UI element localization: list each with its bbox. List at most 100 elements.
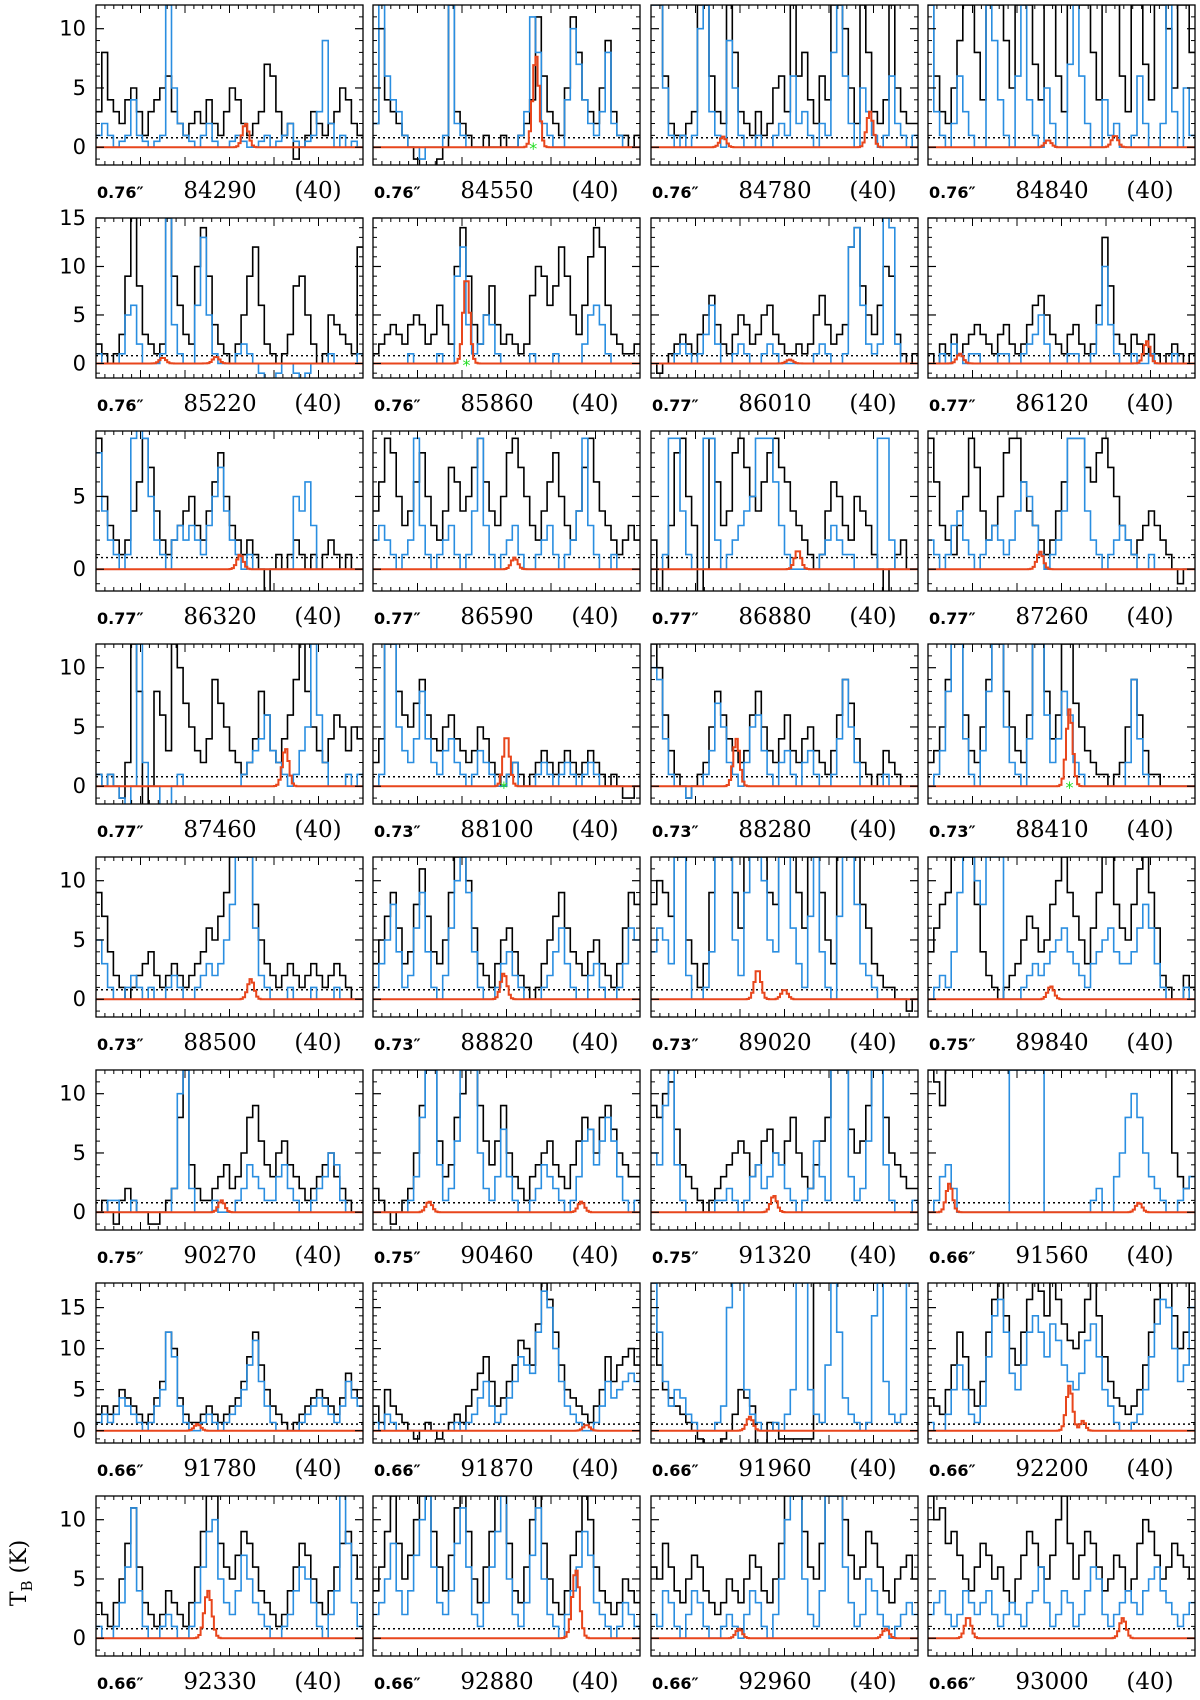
- species-model-spectrum: [651, 737, 918, 788]
- spectrum-panel: 0 5 10 15 0.66″ 91780 (40): [59, 1282, 364, 1482]
- species-model-spectrum: [928, 550, 1195, 571]
- spectrum-panel: 0 5 10 0.66″ 92330 (40): [59, 1495, 364, 1695]
- y-tick-label: 5: [73, 928, 86, 952]
- observed-spectrum: [373, 1283, 640, 1440]
- spectrum-panel: 0.76″ 84780 (40): [650, 4, 919, 204]
- beam-size-label: 0.73″: [929, 822, 976, 841]
- frequency-label: 87260: [1015, 604, 1088, 630]
- channel-width-label: (40): [294, 1456, 341, 1482]
- channel-width-label: (40): [294, 1243, 341, 1269]
- species-model-spectrum: [96, 1199, 363, 1214]
- y-tick-label: 0: [73, 351, 86, 375]
- total-model-spectrum: [651, 857, 918, 1000]
- total-model-spectrum: [96, 1331, 363, 1432]
- beam-size-label: 0.73″: [97, 1035, 144, 1054]
- frequency-label: 86590: [460, 604, 533, 630]
- total-model-spectrum: [373, 1496, 640, 1639]
- spectrum-panel: 0.73″ 88280 (40): [650, 643, 919, 843]
- beam-size-label: 0.77″: [929, 609, 976, 628]
- panel-plot-area: *: [373, 226, 640, 374]
- frequency-label: 88100: [460, 817, 533, 843]
- y-tick-label: 0: [73, 135, 86, 159]
- line-marker-star: *: [500, 778, 508, 797]
- species-model-spectrum: [651, 110, 918, 149]
- panel-plot-area: [96, 5, 363, 160]
- line-marker-star: *: [462, 355, 470, 374]
- species-model-spectrum: [96, 356, 363, 365]
- channel-width-label: (40): [294, 178, 341, 204]
- species-model-spectrum: [651, 1627, 918, 1640]
- beam-size-label: 0.66″: [374, 1461, 421, 1480]
- total-model-spectrum: [651, 218, 918, 365]
- spectrum-panel: * 0.76″ 84550 (40): [372, 4, 641, 204]
- species-model-spectrum: [373, 280, 640, 365]
- channel-width-label: (40): [294, 604, 341, 630]
- spectrum-panel: 0 5 10 15 0.76″ 85220 (40): [59, 206, 364, 417]
- total-model-spectrum: [96, 1496, 363, 1639]
- y-tick-label: 0: [73, 1200, 86, 1224]
- species-model-spectrum: [96, 123, 363, 149]
- species-model-spectrum: [96, 1423, 363, 1432]
- total-model-spectrum: [373, 246, 640, 365]
- species-model-spectrum: [651, 1415, 918, 1432]
- species-model-spectrum: [928, 1617, 1195, 1640]
- y-tick-label: 5: [73, 1141, 86, 1165]
- y-axis-label: TB (K): [7, 1540, 36, 1606]
- panel-plot-area: [96, 644, 363, 804]
- y-tick-label: 10: [59, 1337, 86, 1361]
- beam-size-label: 0.73″: [652, 1035, 699, 1054]
- observed-spectrum: [928, 437, 1195, 585]
- spectrum-panel: 0.77″ 86120 (40): [927, 217, 1196, 417]
- channel-width-label: (40): [571, 604, 618, 630]
- species-model-spectrum: [928, 135, 1195, 149]
- beam-size-label: 0.76″: [374, 183, 421, 202]
- frequency-label: 93000: [1015, 1669, 1088, 1695]
- beam-size-label: 0.66″: [929, 1461, 976, 1480]
- species-model-spectrum: [96, 553, 363, 571]
- panel-plot-area: [651, 1070, 918, 1214]
- total-model-spectrum: [373, 857, 640, 1000]
- observed-spectrum: [928, 1070, 1195, 1190]
- channel-width-label: (40): [571, 1030, 618, 1056]
- observed-spectrum: [651, 437, 918, 591]
- panel-plot-area: *: [373, 5, 640, 165]
- total-model-spectrum: [928, 857, 1195, 1000]
- beam-size-label: 0.73″: [374, 822, 421, 841]
- spectrum-panel: 0.66″ 91960 (40): [650, 1282, 919, 1482]
- panel-plot-area: [96, 1070, 363, 1225]
- total-model-spectrum: [373, 1290, 640, 1432]
- frequency-label: 86120: [1015, 391, 1088, 417]
- frequency-label: 88280: [738, 817, 811, 843]
- spectrum-panel: 0.66″ 91870 (40): [372, 1282, 641, 1482]
- frequency-label: 85220: [183, 391, 256, 417]
- observed-spectrum: [651, 1496, 918, 1616]
- spectrum-panel: 0.73″ 88820 (40): [372, 856, 641, 1056]
- panel-plot-area: [651, 1283, 918, 1443]
- species-model-spectrum: [928, 985, 1195, 1001]
- channel-width-label: (40): [294, 1669, 341, 1695]
- spectrum-panel: 0.75″ 90460 (40): [372, 1069, 641, 1269]
- frequency-label: 91960: [738, 1456, 811, 1482]
- y-axis-label-main: T: [7, 1591, 32, 1606]
- species-model-spectrum: [928, 708, 1195, 788]
- spectrum-panel: 0 5 10 0.76″ 84290 (40): [59, 4, 364, 204]
- panel-plot-area: [373, 1496, 640, 1640]
- beam-size-label: 0.66″: [929, 1248, 976, 1267]
- frequency-label: 91870: [460, 1456, 533, 1482]
- spectrum-panel: 0.76″ 84840 (40): [927, 4, 1196, 204]
- spectrum-panel: 0.77″ 86880 (40): [650, 430, 919, 630]
- species-model-spectrum: [373, 1569, 640, 1640]
- total-model-spectrum: [928, 1070, 1195, 1213]
- total-model-spectrum: [96, 857, 363, 1000]
- frequency-label: 91320: [738, 1243, 811, 1269]
- beam-size-label: 0.77″: [97, 609, 144, 628]
- panel-plot-area: [373, 437, 640, 571]
- frequency-label: 88500: [183, 1030, 256, 1056]
- channel-width-label: (40): [294, 817, 341, 843]
- channel-width-label: (40): [1126, 178, 1173, 204]
- spectrum-panel: 0.66″ 91560 (40): [927, 1069, 1196, 1269]
- panel-plot-area: [928, 857, 1195, 1001]
- observed-spectrum: [928, 1496, 1195, 1604]
- panel-plot-area: [651, 218, 918, 374]
